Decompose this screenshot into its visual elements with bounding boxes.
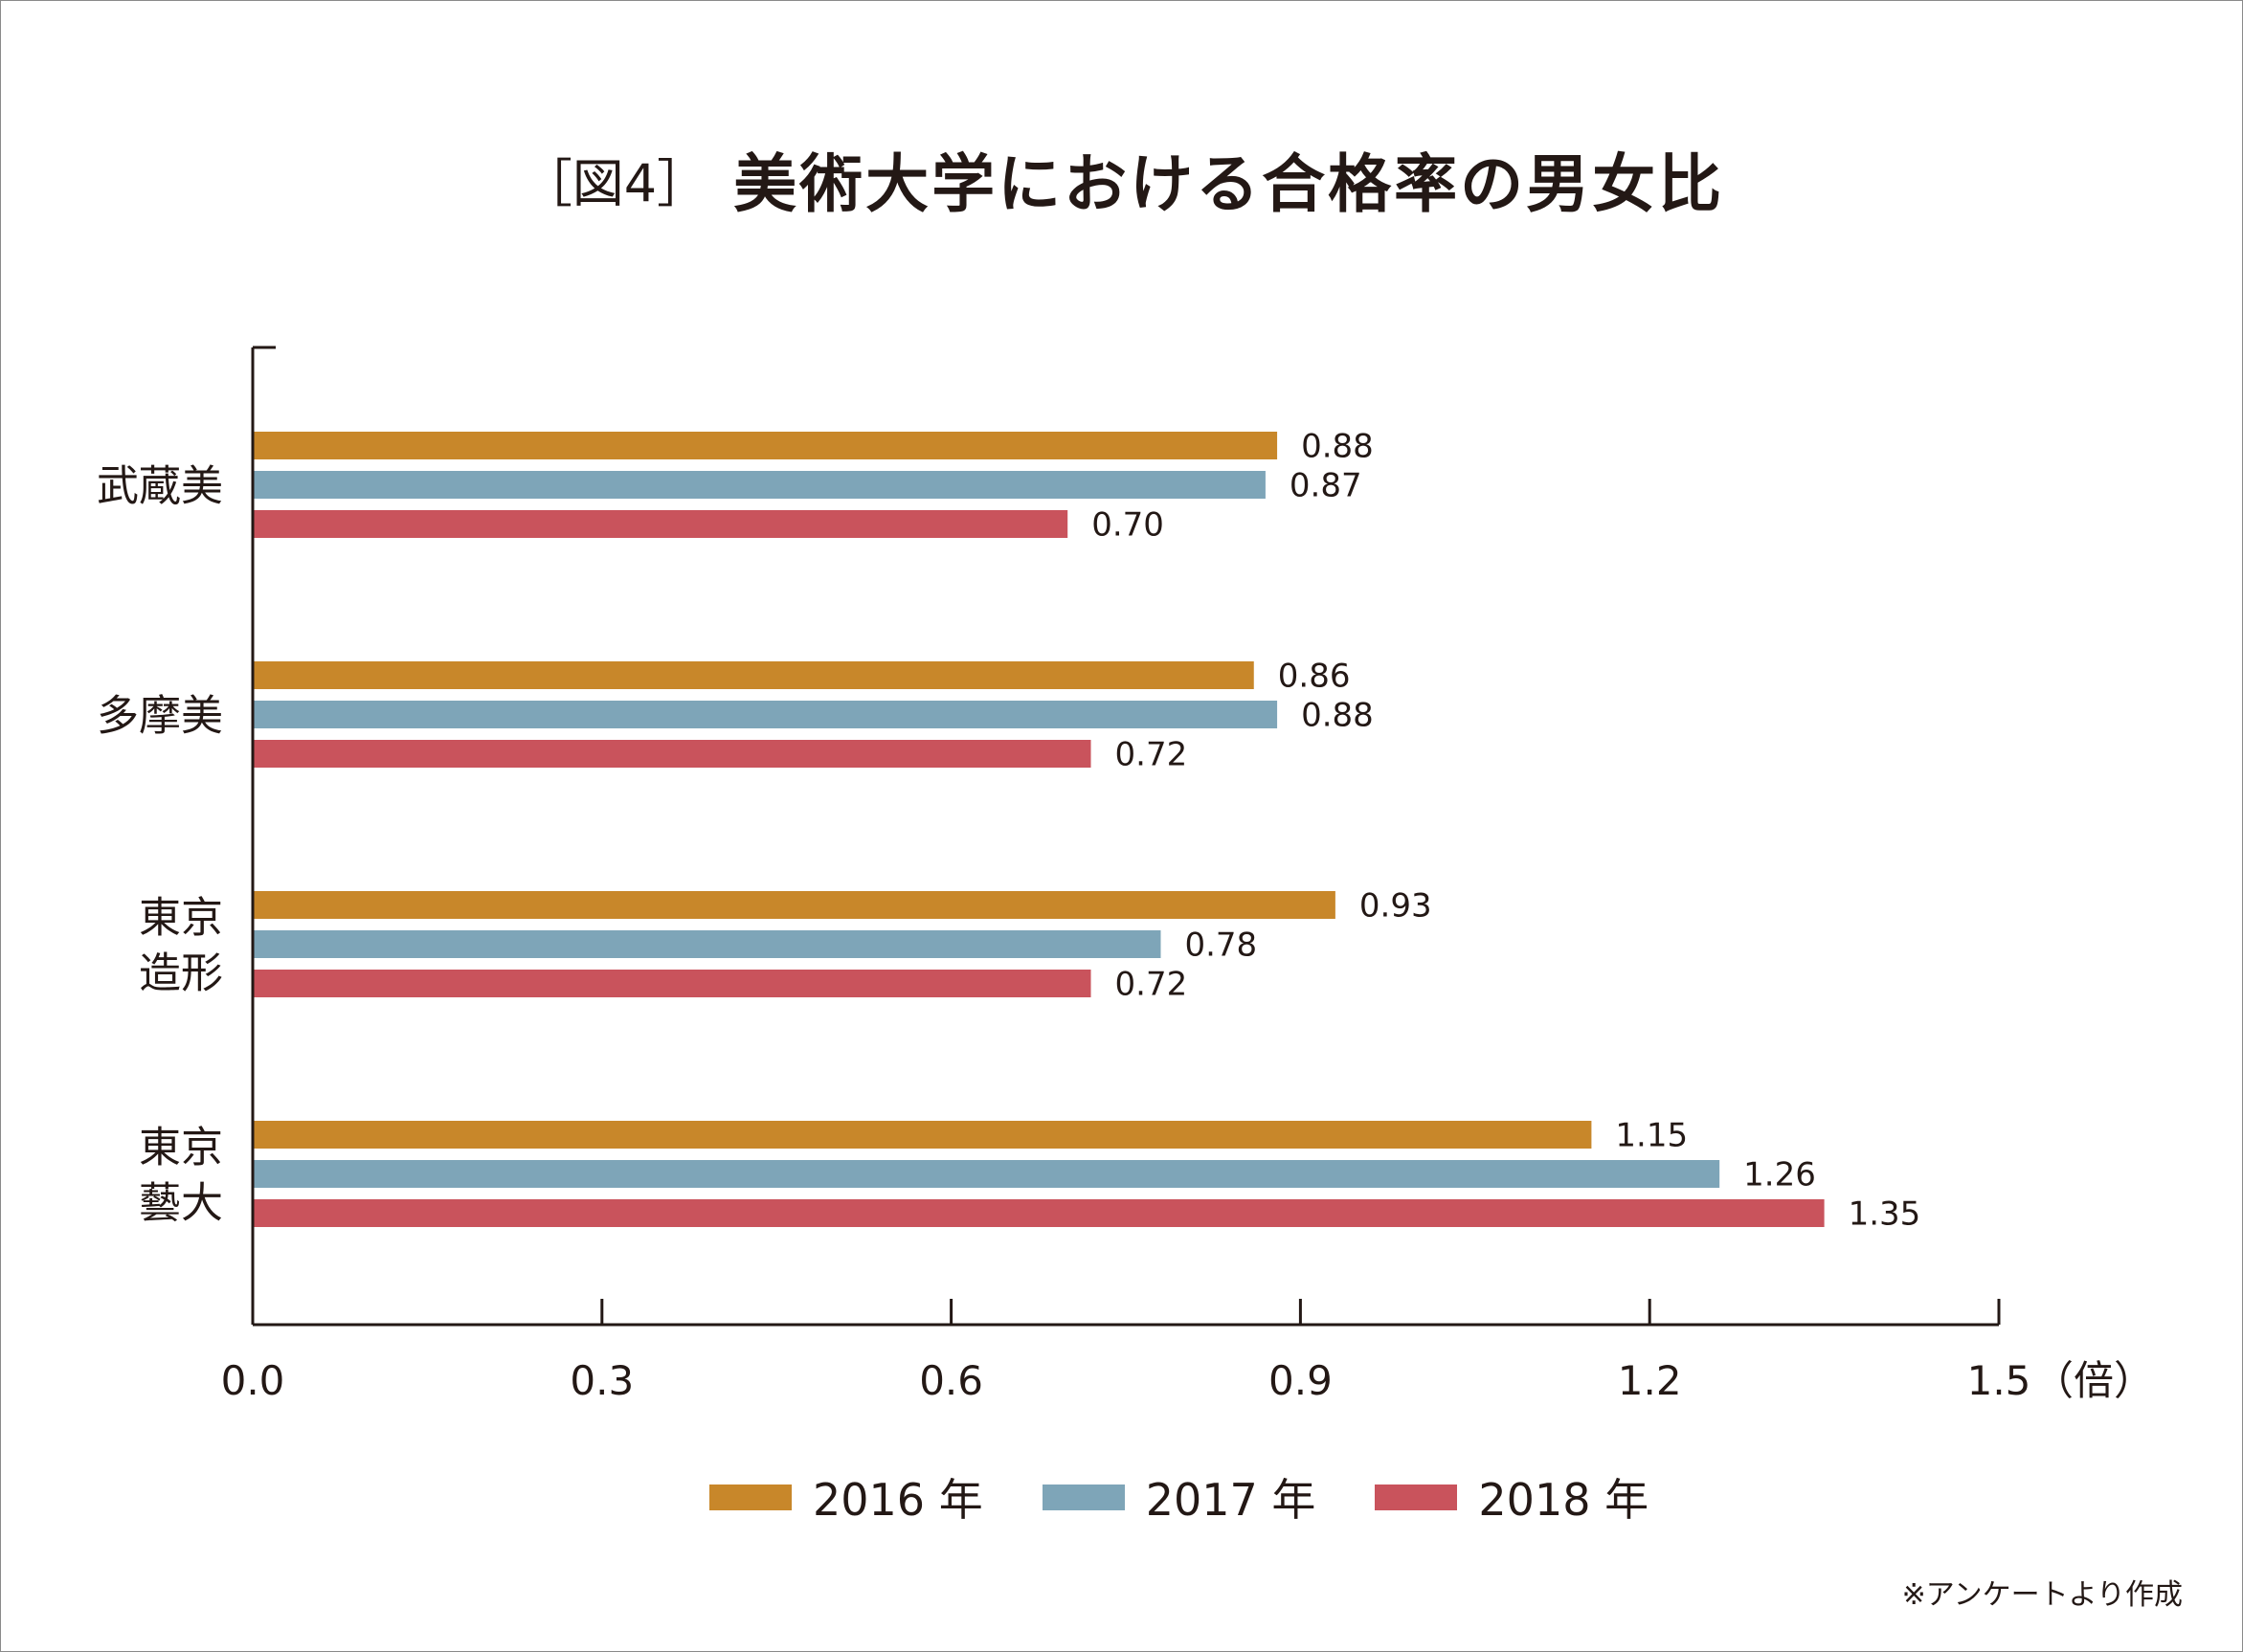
bar-2018-3: [253, 1199, 1825, 1227]
legend-swatch-2018: [1375, 1484, 1458, 1510]
title-block: ［図4］ 美術大学における合格率の男女比: [1, 133, 2243, 225]
category-label-2-1: 造形: [139, 949, 223, 998]
bar-2017-3: [253, 1160, 1720, 1188]
bar-chart: 0.880.860.931.150.870.880.781.260.700.72…: [97, 346, 2154, 1404]
value-label-2018-3: 1.35: [1849, 1195, 1921, 1234]
figure-label: ［図4］: [520, 153, 709, 214]
bar-2017-1: [253, 701, 1278, 728]
x-tick-label-0: 0.0: [221, 1357, 285, 1404]
x-tick-label-2: 0.6: [919, 1357, 983, 1404]
legend-label-2016: 2016 年: [813, 1474, 983, 1526]
legend: 2016 年 2017 年 2018 年: [709, 1465, 1708, 1529]
category-label-3-1: 藝大: [139, 1179, 223, 1228]
bar-2016-3: [253, 1121, 1592, 1149]
bar-2016-0: [253, 432, 1278, 459]
value-label-2018-1: 0.72: [1115, 736, 1188, 774]
bar-2016-2: [253, 891, 1335, 919]
value-label-2016-1: 0.86: [1278, 658, 1351, 696]
value-label-2016-0: 0.88: [1301, 428, 1374, 466]
bar-2016-1: [253, 661, 1254, 689]
legend-swatch-2017: [1042, 1484, 1125, 1510]
legend-swatch-2016: [709, 1484, 792, 1510]
legend-item-2016: 2016 年: [709, 1465, 983, 1529]
value-label-2017-1: 0.88: [1301, 697, 1374, 735]
x-axis-unit: （倍）: [2033, 1357, 2154, 1404]
bar-2018-0: [253, 510, 1068, 538]
value-label-2016-3: 1.15: [1615, 1117, 1688, 1155]
x-tick-label-1: 0.3: [570, 1357, 634, 1404]
legend-item-2018: 2018 年: [1375, 1465, 1649, 1529]
category-label-3-0: 東京: [139, 1124, 223, 1172]
category-label-2-0: 東京: [139, 894, 223, 943]
bar-2017-2: [253, 930, 1161, 958]
chart-title: 美術大学における合格率の男女比: [733, 147, 1725, 221]
value-label-2017-0: 0.87: [1290, 467, 1362, 505]
x-tick-label-4: 1.2: [1618, 1357, 1682, 1404]
bar-2017-0: [253, 471, 1266, 499]
value-label-2017-3: 1.26: [1743, 1156, 1816, 1194]
x-tick-label-5: 1.5: [1967, 1357, 2031, 1404]
category-label-0: 武蔵美: [97, 462, 223, 511]
category-label-1: 多摩美: [97, 692, 223, 741]
legend-label-2018: 2018 年: [1478, 1474, 1649, 1526]
value-label-2018-2: 0.72: [1115, 966, 1188, 1004]
bar-2018-2: [253, 970, 1091, 997]
source-note: ※アンケートより作成: [1901, 1578, 2183, 1612]
value-label-2017-2: 0.78: [1184, 926, 1257, 965]
value-label-2016-2: 0.93: [1359, 887, 1432, 926]
bar-2018-1: [253, 740, 1091, 768]
legend-item-2017: 2017 年: [1042, 1465, 1316, 1529]
x-tick-label-3: 0.9: [1268, 1357, 1333, 1404]
value-label-2018-0: 0.70: [1091, 506, 1164, 545]
legend-label-2017: 2017 年: [1145, 1474, 1316, 1526]
